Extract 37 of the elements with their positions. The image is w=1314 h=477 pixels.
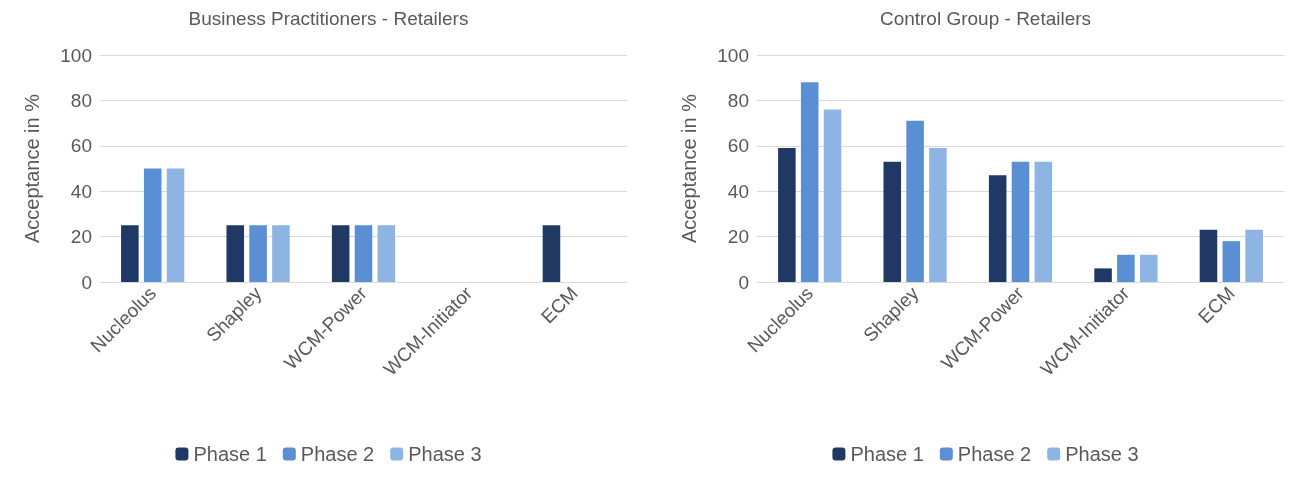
bar: [823, 109, 842, 282]
y-tick-label: 60: [70, 135, 92, 157]
bar: [1011, 161, 1030, 282]
y-tick-label: 0: [81, 271, 92, 293]
legend-label: Phase 3: [408, 443, 482, 465]
y-tick-label: 100: [717, 44, 749, 66]
bar: [906, 120, 924, 282]
bar: [883, 161, 902, 282]
y-tick-label: 40: [727, 180, 749, 202]
bar: [1222, 241, 1241, 282]
y-tick-label: 20: [70, 226, 92, 248]
bar: [800, 82, 819, 282]
bar: [988, 175, 1007, 282]
legend-label: Phase 2: [957, 443, 1032, 465]
y-tick-label: 0: [738, 271, 749, 293]
legend-label: Phase 2: [300, 443, 375, 465]
bar: [1034, 161, 1053, 282]
legend-label: Phase 1: [193, 443, 267, 465]
y-tick-label: 40: [70, 180, 92, 202]
y-tick-label: 80: [70, 89, 92, 111]
bar: [1139, 254, 1158, 282]
legend-label: Phase 3: [1065, 443, 1139, 465]
bar: [1117, 254, 1135, 282]
y-tick-label: 80: [727, 89, 749, 111]
bar: [1245, 229, 1263, 282]
bar: [778, 148, 796, 282]
y-tick-label: 60: [727, 135, 749, 157]
bar: [929, 148, 947, 282]
bar: [1094, 268, 1112, 282]
y-tick-label: 100: [60, 44, 92, 66]
y-axis-title: Acceptance in %: [21, 93, 43, 243]
y-tick-label: 20: [727, 226, 749, 248]
bar: [1199, 229, 1218, 282]
legend-label: Phase 1: [850, 443, 924, 465]
y-axis-title: Acceptance in %: [678, 93, 700, 243]
chart-title: Business Practitioners - Retailers: [188, 8, 469, 29]
chart-title: Control Group - Retailers: [879, 8, 1092, 29]
